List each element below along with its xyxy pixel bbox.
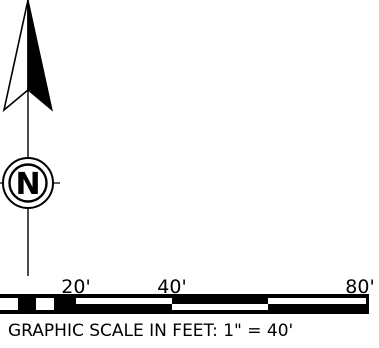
scale-bar-sub-1	[18, 298, 36, 310]
north-arrow-right-half	[27, 0, 53, 112]
scale-bar-sub-3	[54, 298, 76, 310]
scale-bar-seg-40-60-bottom	[172, 304, 268, 310]
north-arrow-left-half	[2, 0, 29, 113]
scale-bar-sub-0	[0, 298, 18, 310]
graphic-scale: 20' 40' 80' GRAPHIC SCALE IN FEET:	[0, 276, 375, 341]
scale-bar-seg-40-60-top	[172, 298, 268, 304]
scale-bar-seg-20-40-top	[76, 298, 172, 304]
scale-bar-seg-60-80-top	[268, 298, 368, 304]
north-circle-inner	[8, 163, 48, 203]
scale-bar-end-cap	[366, 294, 369, 314]
scale-label-80: 80'	[345, 276, 374, 298]
scale-caption: GRAPHIC SCALE IN FEET: 1" = 40'	[8, 321, 293, 341]
scale-bar-seg-20-40-bottom	[76, 304, 172, 310]
north-letter: N	[15, 167, 40, 202]
scale-label-20: 20'	[61, 276, 90, 298]
scale-label-40: 40'	[157, 276, 186, 298]
scale-bar-sub-2	[36, 298, 54, 310]
scale-bar-seg-60-80-bottom	[268, 304, 368, 310]
north-arrow: N	[0, 0, 60, 276]
